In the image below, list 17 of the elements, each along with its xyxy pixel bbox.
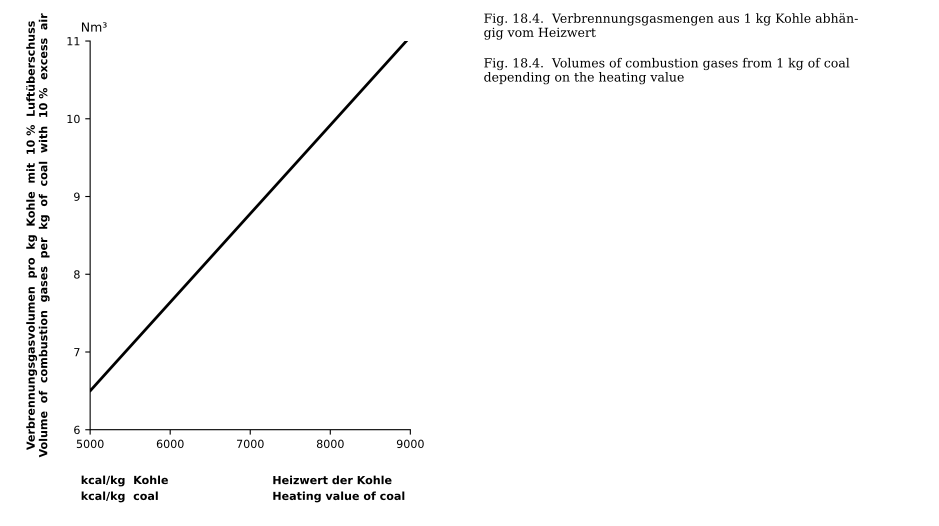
text: Fig. 18.4. Volumes of combustion gases from 1 kg of coal depending on the heating value [484,58,850,84]
y-tick-label: 8 [74,270,80,279]
x-tick-label: 5000 [76,440,104,448]
text: kcal/kg Kohle kcal/kg coal [82,476,168,502]
y-tick-label: 10 [68,114,80,124]
x-axis-title: Heizwert der Kohle Heating value of coal [273,476,404,502]
x-tick-label: 9000 [396,440,424,448]
y-axis-title: Verbrennungsgasvolumen pro kg Kohle mit 10 % Luftüberschuss Volume of combustion gases per kg of coal with 10 % excess air [26,13,50,458]
x-tick-label: 8000 [316,440,344,448]
y-tick-label: 6 [74,426,80,434]
y-tick-label: 9 [74,192,80,201]
x-tick-label: 6000 [156,440,184,448]
text: Fig. 18.4. Verbrennungsgasmengen aus 1 kg Kohle abhän- gig vom Heizwert [484,13,858,40]
x-tick-label: 7000 [237,440,264,448]
text: Nm³ [82,22,107,32]
y-tick-label: 11 [68,37,80,46]
y-tick-label: 7 [74,348,80,356]
